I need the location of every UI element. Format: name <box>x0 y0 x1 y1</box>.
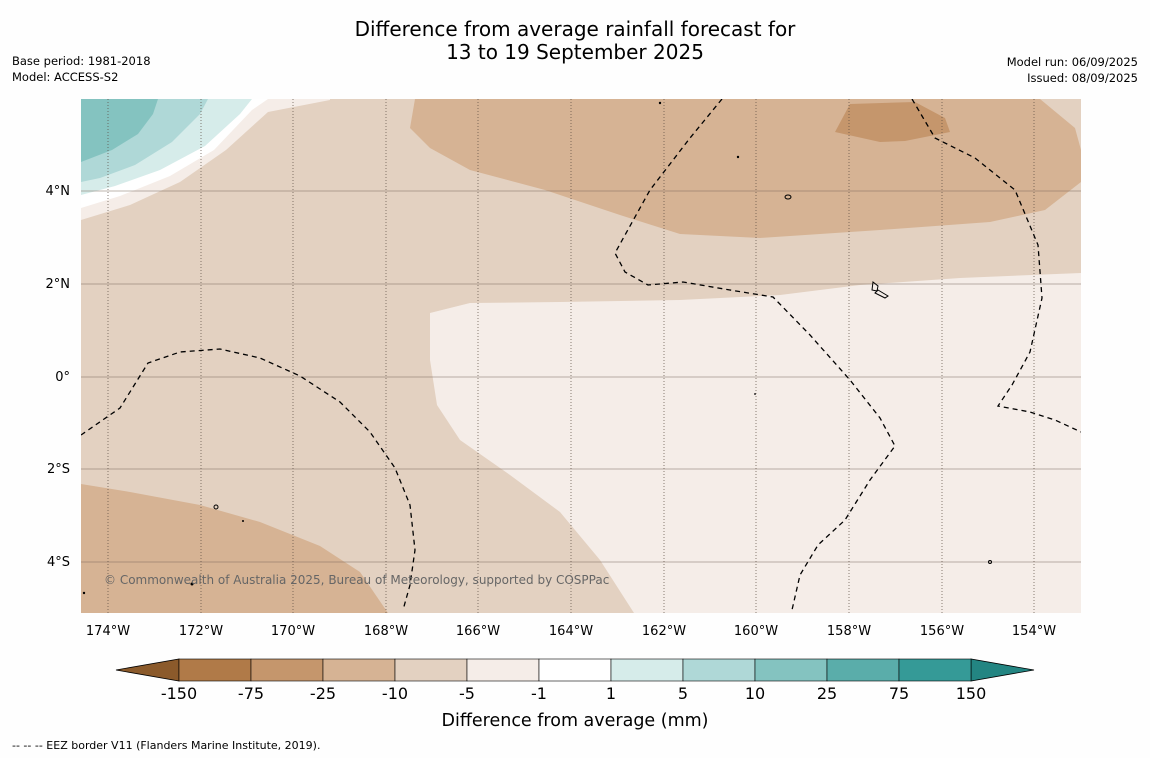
contour-dry-blob <box>835 102 950 142</box>
colorbar-tick-label: -10 <box>382 684 408 703</box>
longitude-labels: 174°W 172°W 170°W 168°W 166°W 164°W 162°… <box>86 624 1056 639</box>
lon-label: 172°W <box>179 624 223 639</box>
lon-label: 154°W <box>1012 624 1056 639</box>
lon-label: 174°W <box>86 624 130 639</box>
contour-wet-3-nw <box>81 99 158 162</box>
colorbar-tick-label: -75 <box>238 684 264 703</box>
colorbar-tick-label: -1 <box>531 684 547 703</box>
colorbar-segment <box>610 658 684 682</box>
colorbar-tick-label: -150 <box>161 684 197 703</box>
colorbar-segment <box>754 658 828 682</box>
lon-label: 170°W <box>271 624 315 639</box>
title-line-1: Difference from average rainfall forecas… <box>354 17 796 41</box>
issued-date: Issued: 08/09/2025 <box>1027 70 1138 85</box>
colorbar-segment <box>682 658 756 682</box>
island-dots <box>82 101 756 595</box>
colorbar-segment <box>898 658 972 682</box>
colorbar-title: Difference from average (mm) <box>441 711 708 731</box>
lat-label: 2°N <box>46 277 71 292</box>
latitude-labels: 4°N 2°N 0° 2°S 4°S <box>46 184 71 570</box>
colorbar-tick-label: -5 <box>459 684 475 703</box>
colorbar: -150 -75 -25 -10 -5 -1 1 5 10 25 75 150 Difference … <box>115 658 1035 731</box>
chart-title: Difference from average rainfall forecas… <box>0 18 1150 64</box>
lon-label: 162°W <box>642 624 686 639</box>
colorbar-extend-right <box>970 658 1035 682</box>
colorbar-tick-label: 1 <box>606 684 616 703</box>
contour-dry-sw <box>81 484 388 613</box>
lat-label: 4°S <box>47 555 70 570</box>
lon-label: 158°W <box>827 624 871 639</box>
lat-label: 0° <box>55 370 70 385</box>
lon-label: 166°W <box>456 624 500 639</box>
lon-label: 160°W <box>734 624 778 639</box>
colorbar-tick-label: 150 <box>956 684 987 703</box>
lon-label: 164°W <box>549 624 593 639</box>
map-area: © Commonwealth of Australia 2025, Bureau… <box>81 99 1081 613</box>
colorbar-segment <box>538 658 612 682</box>
contour-dry-light-east <box>430 273 1081 613</box>
eez-borders <box>81 99 1081 611</box>
colorbar-tick-label: 10 <box>745 684 765 703</box>
colorbar-tick-label: 75 <box>889 684 909 703</box>
lon-label: 168°W <box>364 624 408 639</box>
colorbar-extend-left <box>115 658 180 682</box>
colorbar-segment <box>466 658 540 682</box>
meta-left: Base period: 1981-2018 Model: ACCESS-S2 <box>12 54 151 85</box>
lat-label: 4°N <box>46 184 71 199</box>
latitude-gridlines <box>81 190 1081 563</box>
title-line-2: 13 to 19 September 2025 <box>446 40 704 64</box>
model-run: Model run: 06/09/2025 <box>1006 55 1138 69</box>
lat-label: 2°S <box>47 462 70 477</box>
colorbar-tick-label: 25 <box>817 684 837 703</box>
colorbar-tick-label: 5 <box>678 684 688 703</box>
eez-footnote: -- -- -- EEZ border V11 (Flanders Marine… <box>12 739 321 752</box>
model-name: Model: ACCESS-S2 <box>12 69 119 84</box>
islands <box>213 194 992 564</box>
copyright-text: © Commonwealth of Australia 2025, Bureau… <box>104 573 609 587</box>
colorbar-segment <box>250 658 324 682</box>
colorbar-tick-label: -25 <box>310 684 336 703</box>
lon-label: 156°W <box>920 624 964 639</box>
colorbar-segment <box>826 658 900 682</box>
colorbar-segment <box>322 658 396 682</box>
meta-right: Model run: 06/09/2025 Issued: 08/09/2025 <box>1007 55 1138 86</box>
base-period: Base period: 1981-2018 <box>12 54 151 68</box>
colorbar-segment <box>394 658 468 682</box>
colorbar-segment <box>178 658 252 682</box>
